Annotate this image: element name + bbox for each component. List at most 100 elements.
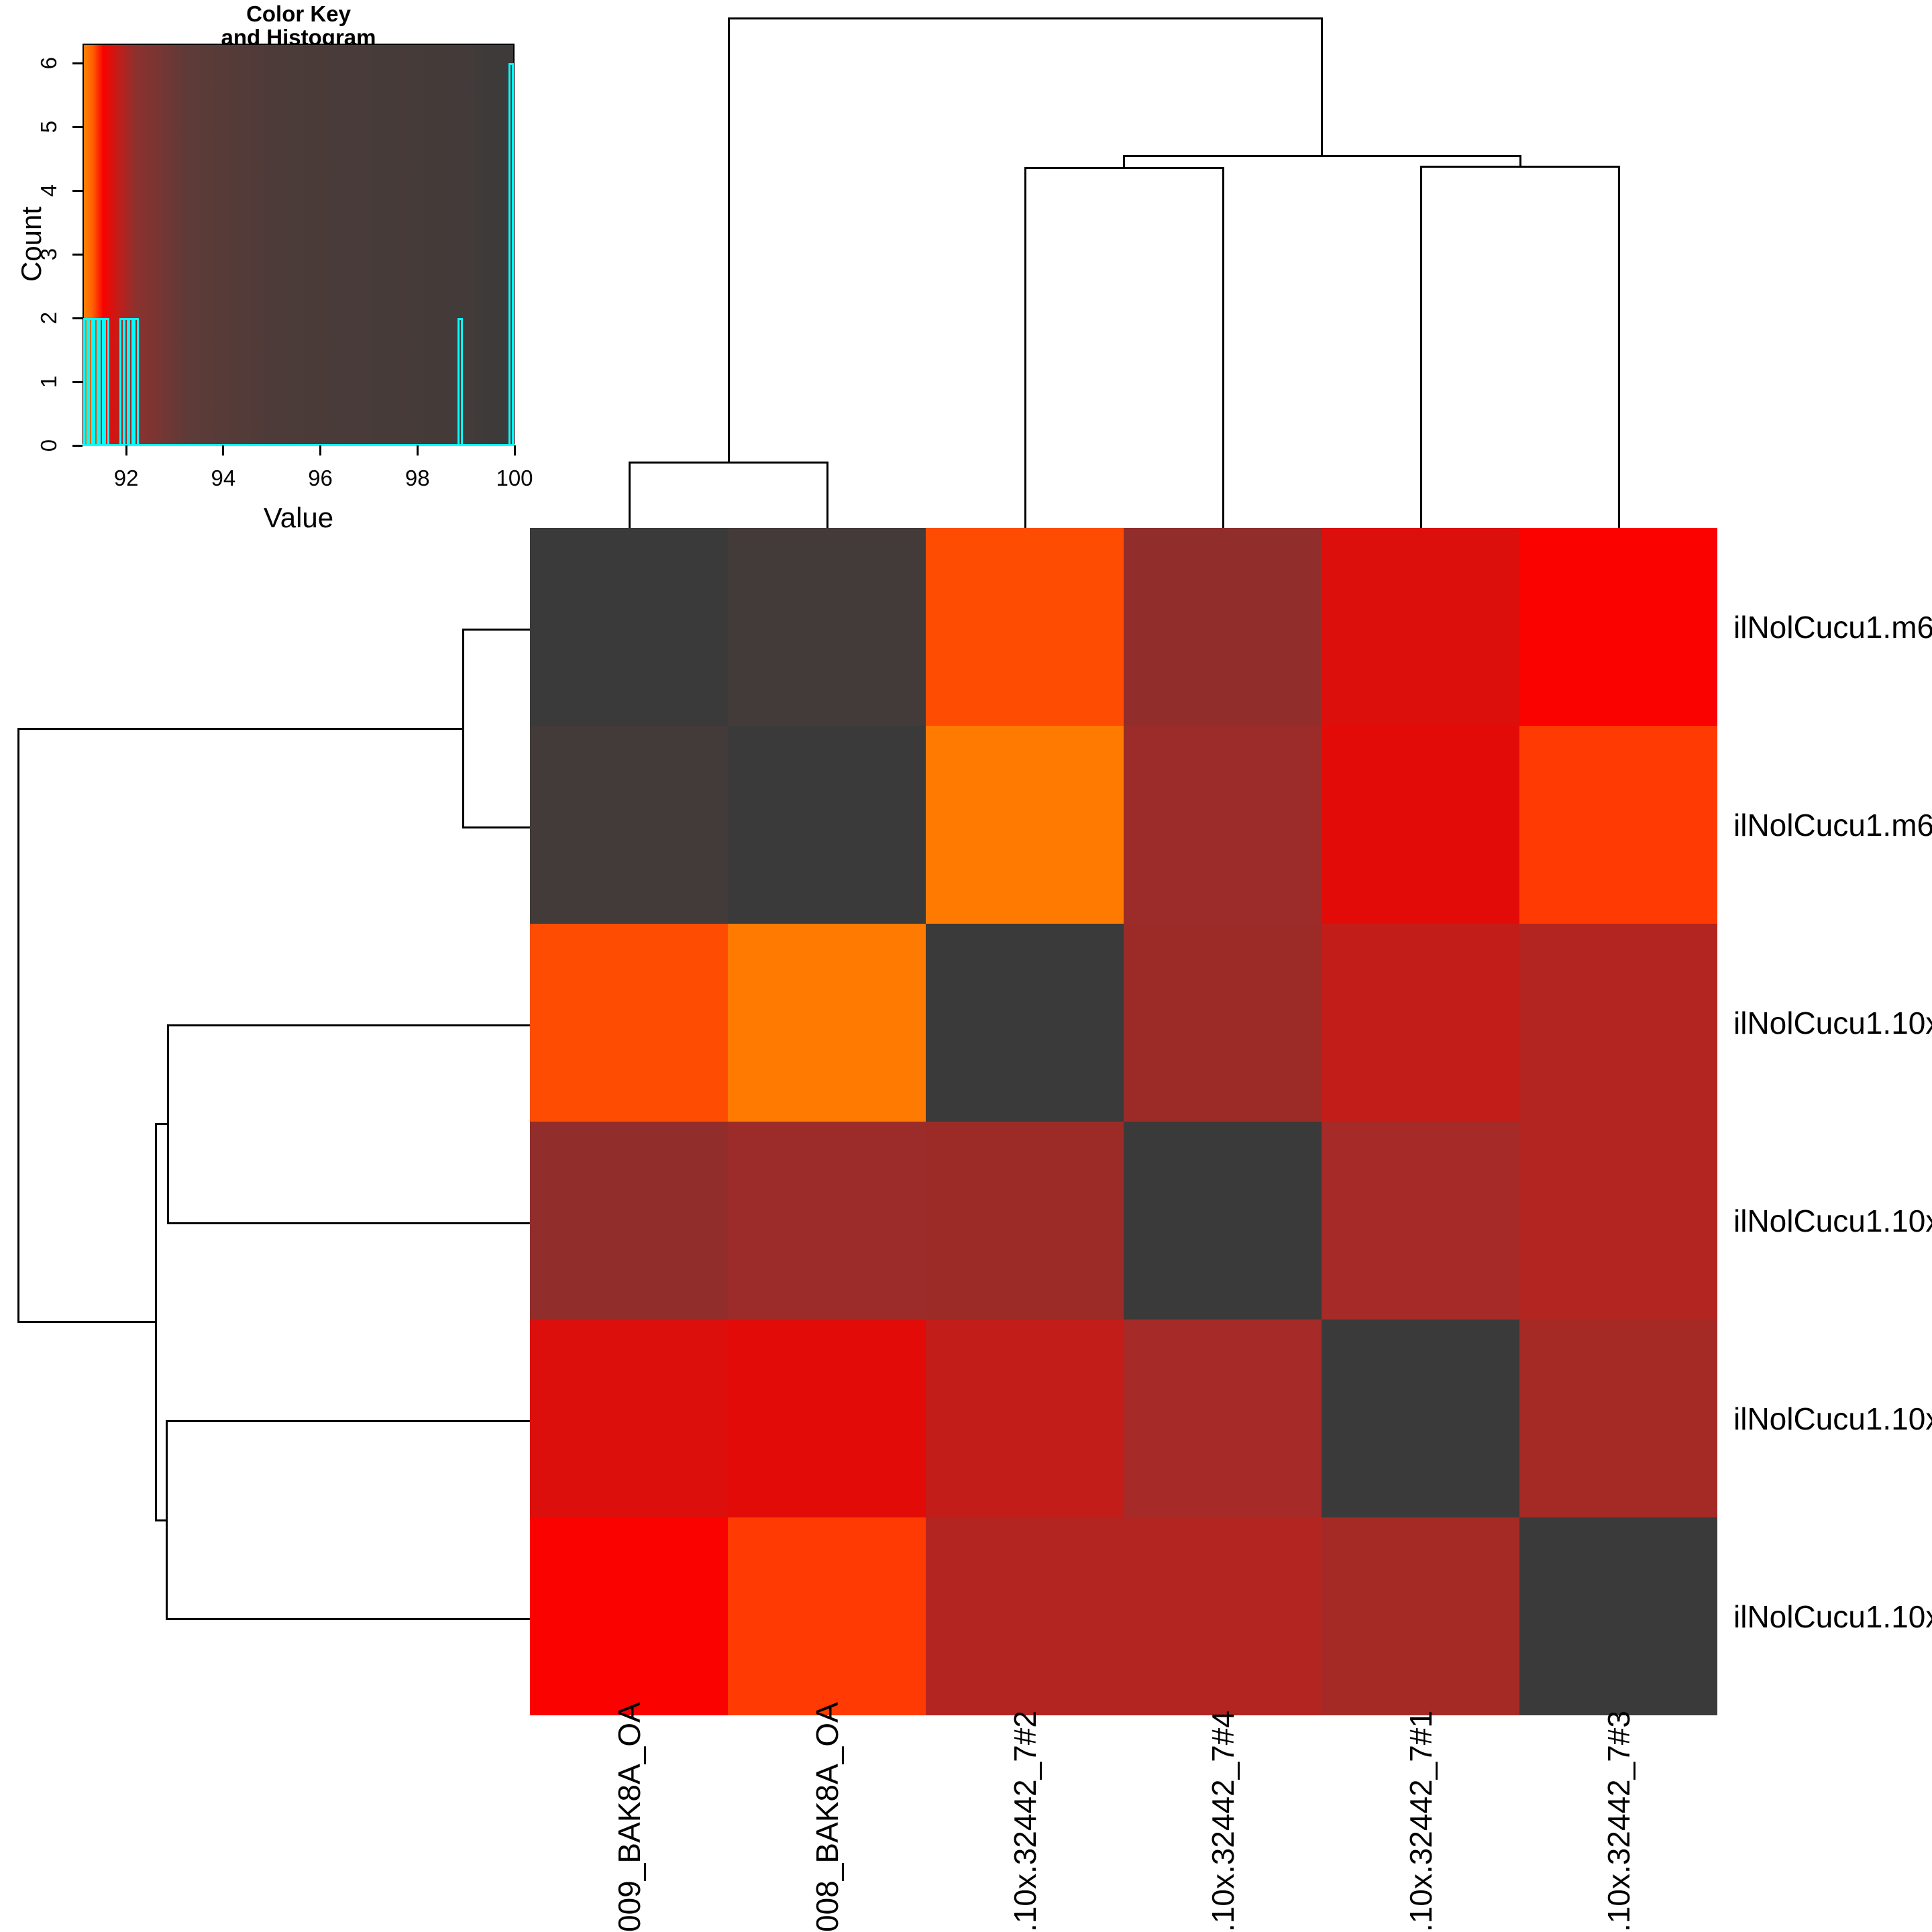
heatmap-cell-r2c2 bbox=[728, 726, 926, 924]
heatmap-cell-r4c3 bbox=[926, 1122, 1124, 1320]
heatmap-cell-r2c1 bbox=[530, 726, 728, 924]
heatmap-matrix bbox=[530, 528, 1717, 1715]
histogram-bar bbox=[123, 318, 129, 445]
column-dendrogram-segment bbox=[628, 461, 631, 529]
heatmap-cell-r1c6 bbox=[1519, 528, 1717, 726]
column-dendrogram-segment bbox=[1419, 165, 1422, 529]
row-dendrogram-segment bbox=[166, 1024, 531, 1026]
row-dendrogram-segment bbox=[166, 1222, 531, 1224]
row-label-6: ilNolCucu1.10x.3 bbox=[1733, 1599, 1932, 1634]
column-label-3: .10x.32442_7#2 bbox=[1007, 1711, 1042, 1932]
heatmap-cell-r1c5 bbox=[1322, 528, 1519, 726]
column-label-5: .10x.32442_7#1 bbox=[1403, 1711, 1438, 1932]
histogram-bar bbox=[104, 318, 110, 445]
heatmap-cell-r6c5 bbox=[1322, 1517, 1519, 1715]
histogram-bar bbox=[87, 318, 93, 445]
row-label-2: ilNolCucu1.m640 bbox=[1733, 807, 1932, 843]
column-label-6: .10x.32442_7#3 bbox=[1601, 1711, 1636, 1932]
heatmap-cell-r6c6 bbox=[1519, 1517, 1717, 1715]
value-tick-mark bbox=[222, 445, 225, 455]
histogram-bar bbox=[508, 63, 514, 445]
row-dendrogram-segment bbox=[165, 1419, 531, 1422]
heatmap-cell-r3c3 bbox=[926, 924, 1124, 1122]
histogram-bar bbox=[457, 318, 463, 445]
heatmap-cell-r4c5 bbox=[1322, 1122, 1519, 1320]
histogram-baseline bbox=[83, 444, 515, 446]
value-tick-label: 92 bbox=[113, 466, 139, 490]
heatmap-cell-r3c1 bbox=[530, 924, 728, 1122]
row-dendrogram-segment bbox=[17, 727, 464, 730]
heatmap-cell-r6c3 bbox=[926, 1517, 1124, 1715]
count-tick-mark bbox=[72, 317, 83, 319]
value-tick-mark bbox=[416, 445, 419, 455]
count-tick-label: 6 bbox=[36, 56, 61, 70]
column-dendrogram-segment bbox=[1024, 166, 1026, 529]
heatmap-cell-r2c3 bbox=[926, 726, 1124, 924]
column-dendrogram-segment bbox=[1320, 17, 1323, 157]
row-dendrogram-segment bbox=[462, 628, 531, 631]
heatmap-cell-r5c2 bbox=[728, 1320, 926, 1517]
count-tick-mark bbox=[72, 444, 83, 447]
color-key-gradient bbox=[83, 44, 515, 445]
row-dendrogram-segment bbox=[165, 1617, 531, 1620]
heatmap-cell-r5c4 bbox=[1124, 1320, 1322, 1517]
column-label-2: 008_BAK8A_OA bbox=[809, 1702, 845, 1932]
heatmap-cell-r4c6 bbox=[1519, 1122, 1717, 1320]
heatmap-cell-r1c3 bbox=[926, 528, 1124, 726]
column-dendrogram-segment bbox=[1222, 166, 1224, 529]
count-tick-mark bbox=[72, 125, 83, 128]
value-tick-mark bbox=[319, 445, 322, 455]
heatmap-cell-r4c1 bbox=[530, 1122, 728, 1320]
heatmap-cell-r3c6 bbox=[1519, 924, 1717, 1122]
heatmap-cell-r5c5 bbox=[1322, 1320, 1519, 1517]
heatmap-cell-r2c4 bbox=[1124, 726, 1322, 924]
column-dendrogram-segment bbox=[727, 17, 1323, 19]
heatmap-cell-r6c4 bbox=[1124, 1517, 1322, 1715]
heatmap-cell-r4c2 bbox=[728, 1122, 926, 1320]
heatmap-cell-r6c1 bbox=[530, 1517, 728, 1715]
heatmap-cell-r3c4 bbox=[1124, 924, 1322, 1122]
count-tick-label: 5 bbox=[36, 120, 61, 133]
heatmap-cell-r5c1 bbox=[530, 1320, 728, 1517]
count-tick-label: 1 bbox=[36, 375, 61, 388]
column-dendrogram-segment bbox=[1122, 154, 1125, 169]
histogram-bar bbox=[93, 318, 99, 445]
heatmap-cell-r2c5 bbox=[1322, 726, 1519, 924]
column-dendrogram-segment bbox=[727, 17, 730, 464]
count-tick-mark bbox=[72, 189, 83, 192]
count-tick-label: 0 bbox=[36, 439, 61, 452]
value-tick-label: 94 bbox=[211, 466, 236, 490]
row-label-4: ilNolCucu1.10x.3 bbox=[1733, 1203, 1932, 1238]
column-label-1: 009_BAK8A_OA bbox=[611, 1702, 647, 1932]
heatmap-cell-r3c2 bbox=[728, 924, 926, 1122]
value-tick-label: 98 bbox=[405, 466, 430, 490]
row-dendrogram-segment bbox=[154, 1519, 168, 1521]
value-tick-label: 96 bbox=[308, 466, 333, 490]
row-label-3: ilNolCucu1.10x.3 bbox=[1733, 1005, 1932, 1040]
color-key-title-line1: Color Key bbox=[246, 1, 351, 26]
count-axis-label: Count bbox=[15, 206, 47, 282]
value-tick-label: 100 bbox=[496, 466, 533, 490]
histogram-bar bbox=[99, 318, 105, 445]
heatmap-cell-r1c4 bbox=[1124, 528, 1322, 726]
heatmap-cell-r1c2 bbox=[728, 528, 926, 726]
count-tick-mark bbox=[72, 380, 83, 383]
heatmap-cell-r5c6 bbox=[1519, 1320, 1717, 1517]
heatmap-cell-r4c4 bbox=[1124, 1122, 1322, 1320]
row-dendrogram-segment bbox=[462, 826, 531, 828]
column-dendrogram-segment bbox=[826, 461, 828, 529]
row-label-5: ilNolCucu1.10x.3 bbox=[1733, 1401, 1932, 1436]
count-tick-mark bbox=[72, 62, 83, 64]
heatmap-cell-r6c2 bbox=[728, 1517, 926, 1715]
histogram-bar bbox=[128, 318, 134, 445]
column-dendrogram-segment bbox=[1519, 154, 1521, 168]
row-dendrogram-segment bbox=[154, 1122, 169, 1125]
histogram-bar bbox=[133, 318, 139, 445]
heatmap-cell-r2c6 bbox=[1519, 726, 1717, 924]
column-label-4: .10x.32442_7#4 bbox=[1205, 1711, 1240, 1932]
row-dendrogram-segment bbox=[17, 1320, 157, 1323]
value-axis-label: Value bbox=[263, 502, 334, 533]
heatmap-cell-r5c3 bbox=[926, 1320, 1124, 1517]
column-dendrogram-segment bbox=[1617, 165, 1620, 529]
